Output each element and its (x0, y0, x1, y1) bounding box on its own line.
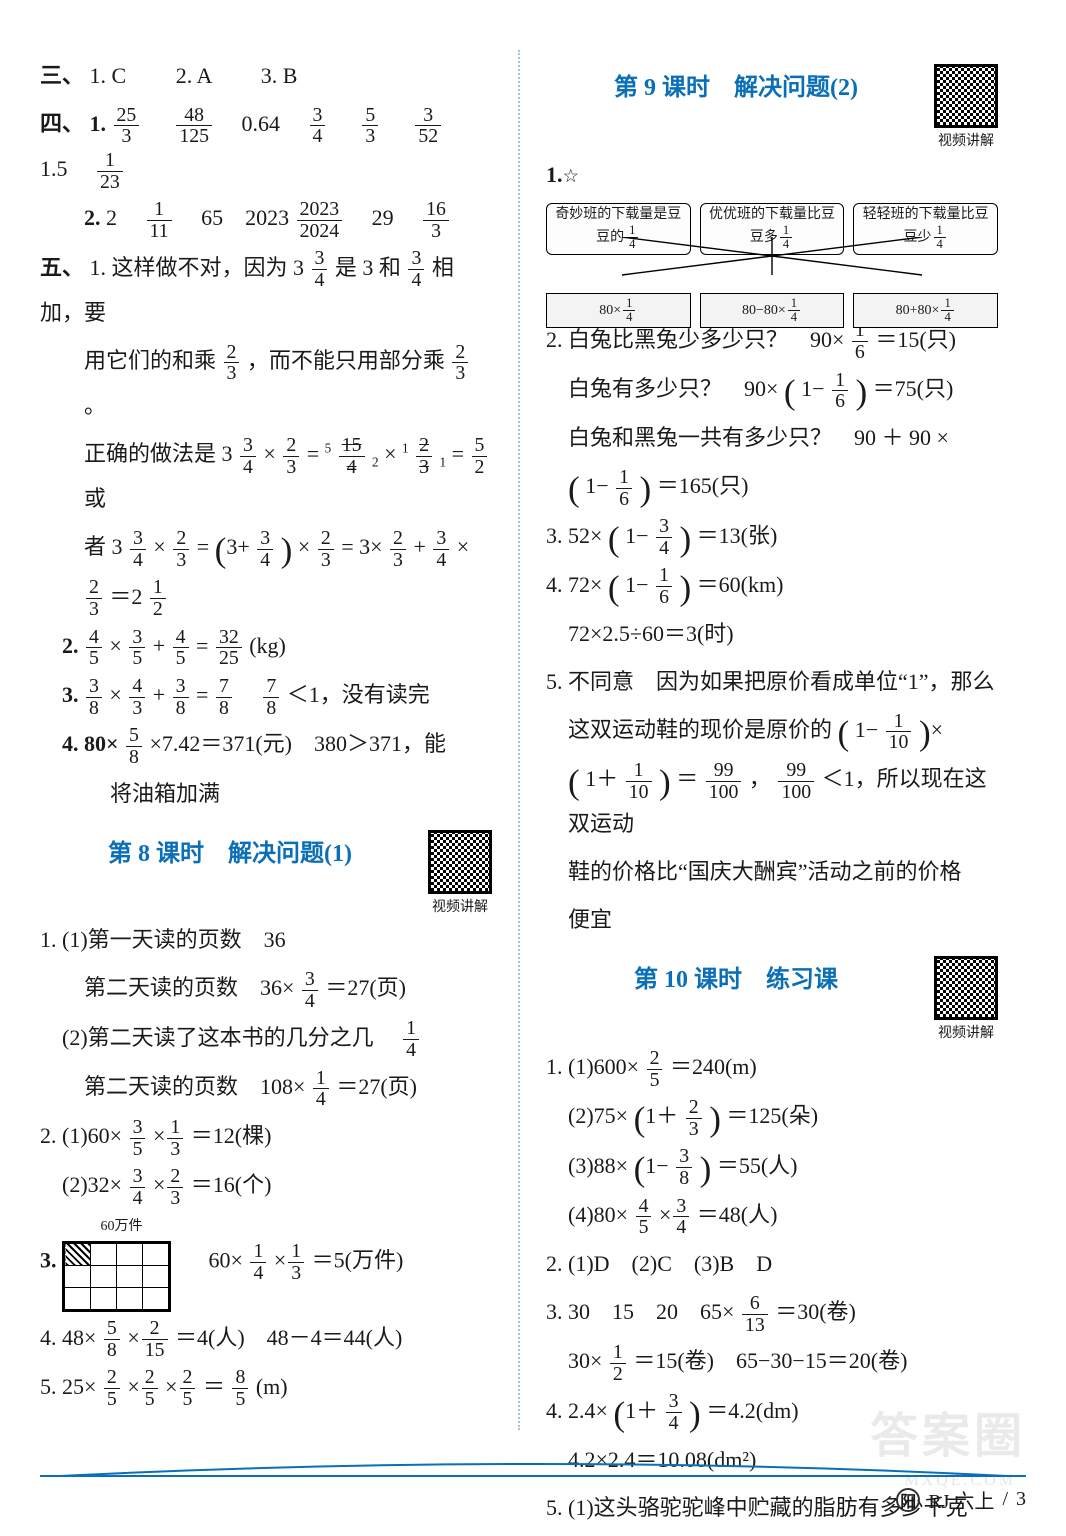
section-5-line3: 正确的做法是 3 34 × 23 = 5 154 2 × 1 23 1 = 52… (40, 432, 492, 521)
frac-16-3: 163 (421, 199, 451, 242)
lesson10-title: 第 10 课时 练习课 (546, 956, 998, 1004)
l10-q3a: 3. 30 15 20 65× 613 ＝30(卷) (546, 1290, 998, 1335)
right-column: 视频讲解 第 9 课时 解决问题(2) 1.☆ 奇妙班的下载量是豆豆的14 80… (528, 50, 998, 1430)
l9-q4a: 4. 72× ( 1− 16 ) ＝60(km) (546, 563, 998, 608)
lesson8-header: 视频讲解 第 8 课时 解决问题(1) (40, 830, 492, 915)
l10-q3b: 30× 12 ＝15(卷) 65−30−15＝20(卷) (546, 1339, 998, 1384)
label-san: 三、 (40, 63, 84, 88)
footer-circle: 阳 (896, 1488, 920, 1512)
label-wu: 五、 (40, 255, 84, 280)
l8-q1c: (2)第二天读了这本书的几分之几 14 (40, 1016, 492, 1061)
ans-3-3: 3. B (261, 63, 298, 88)
label-si: 四、 (40, 111, 84, 136)
frac-1-23: 123 (95, 150, 125, 193)
l9-q2b: 白兔有多少只？ 90× ( 1− 16 ) ＝75(只) (546, 367, 998, 412)
frac-25-3: 253 (112, 105, 142, 148)
wu-q2: 2. 45 × 35 + 45 = 3225 (kg) (40, 624, 492, 669)
qr-lesson8[interactable]: 视频讲解 (428, 830, 492, 915)
footer-page: 3 (1016, 1488, 1026, 1511)
wu-q3: 3. 38 × 43 + 38 = 78 78 ＜1，没有读完 (40, 673, 492, 718)
grid-diagram (62, 1241, 171, 1312)
l10-q1d: (4)80× 45 ×34 ＝48(人) (546, 1193, 998, 1238)
lesson10-header: 视频讲解 第 10 课时 练习课 (546, 956, 998, 1041)
section-5-line2: 用它们的和乘 23 ，而不能只用部分乘 23 。 (40, 339, 492, 428)
l10-q1c: (3)88× (1− 38 ) ＝55(人) (546, 1144, 998, 1189)
l8-q1b: 第二天读的页数 36× 34 ＝27(页) (40, 966, 492, 1011)
si-r2-lead: 2. (84, 205, 101, 230)
grid-wrap: 60万件 (62, 1213, 181, 1312)
qr-label: 视频讲解 (934, 1024, 998, 1041)
section-4-row2: 2. 2 111 65 2023 20232024 29 163 (40, 196, 492, 241)
l9-q1: 1.☆ 奇妙班的下载量是豆豆的14 80×14 优优班的下载量比豆豆多14 80… (546, 153, 998, 308)
l8-q2a: 2. (1)60× 35 ×13 ＝12(棵) (40, 1114, 492, 1159)
l9-q4b: 72×2.5÷60＝3(时) (546, 612, 998, 656)
l9-q2c: 白兔和黑兔一共有多少只？ 90 ＋ 90 × (546, 416, 998, 460)
l8-q2b: (2)32× 34 ×23 ＝16(个) (40, 1163, 492, 1208)
frac-3-4: 34 (308, 105, 328, 148)
wu-q4b: 将油箱加满 (40, 772, 492, 816)
l9-q3: 3. 52× ( 1− 34 ) ＝13(张) (546, 514, 998, 559)
l9-q5b: 这双运动鞋的现价是原价的 ( 1− 110 )× (546, 708, 998, 753)
left-column: 三、 1. C 2. A 3. B 四、 1. 253 48125 0.64 3… (40, 50, 510, 1430)
wu-q4a: 4. 80× 58 ×7.42＝371(元) 380＞371，能 (40, 722, 492, 767)
l9-q5e: 便宜 (546, 898, 998, 942)
frac-2023-2024: 20232024 (295, 199, 345, 242)
page: 三、 1. C 2. A 3. B 四、 1. 253 48125 0.64 3… (0, 0, 1066, 1536)
l9-q2d: ( 1− 16 ) ＝165(只) (546, 464, 998, 509)
l8-q1d: 第二天读的页数 108× 14 ＝27(页) (40, 1065, 492, 1110)
l9-q5c: ( 1＋ 110 ) ＝ 99100 ， 99100 ＜1，所以现在这双运动 (546, 757, 998, 846)
si-r1-lead: 1. (90, 111, 107, 136)
l8-q1a: 1. (1)第一天读的页数 36 (40, 918, 492, 962)
frac-3-52: 352 (413, 105, 443, 148)
ans-3-1: 1. C (90, 63, 127, 88)
section-5-line1: 五、 1. 这样做不对，因为 3 34 是 3 和 34 相加，要 (40, 246, 492, 335)
column-divider (518, 50, 520, 1430)
qr-icon (934, 64, 998, 128)
section-5-line5: 23 ＝2 12 (40, 575, 492, 620)
l9-q5d: 鞋的价格比“国庆大酬宾”活动之前的价格 (546, 850, 998, 894)
l9-q5a: 5. 不同意 因为如果把原价看成单位“1”，那么 (546, 660, 998, 704)
frac-5-3: 53 (360, 105, 380, 148)
two-column-layout: 三、 1. C 2. A 3. B 四、 1. 253 48125 0.64 3… (40, 50, 1026, 1430)
l8-q4: 4. 48× 58 ×215 ＝4(人) 48－4＝44(人) (40, 1316, 492, 1361)
l8-q3: 3. 60万件 60× 14 ×13 ＝5(万件) (40, 1213, 492, 1312)
l9-diagram: 奇妙班的下载量是豆豆的14 80×14 优优班的下载量比豆豆多14 80−80×… (546, 203, 998, 308)
l8-q5: 5. 25× 25 ×25 ×25 ＝ 85 (m) (40, 1365, 492, 1410)
footer: 阳 RJ 六上 / 3 (40, 1475, 1026, 1514)
l10-q1a: 1. (1)600× 25 ＝240(m) (546, 1045, 998, 1090)
qr-icon (428, 830, 492, 894)
qr-icon (934, 956, 998, 1020)
l10-q4a: 4. 2.4× (1＋ 34 ) ＝4.2(dm) (546, 1389, 998, 1434)
footer-code: RJ 六上 (928, 1485, 994, 1514)
footer-right: 阳 RJ 六上 / 3 (896, 1485, 1026, 1514)
section-4-row1: 四、 1. 253 48125 0.64 34 53 352 1.5 123 (40, 102, 492, 192)
qr-label: 视频讲解 (934, 132, 998, 149)
grid-label: 60万件 (62, 1213, 181, 1241)
qr-lesson10[interactable]: 视频讲解 (934, 956, 998, 1041)
ans-3-2: 2. A (176, 63, 211, 88)
l10-q1b: (2)75× (1＋ 23 ) ＝125(朵) (546, 1094, 998, 1139)
frac-48-125: 48125 (174, 105, 214, 148)
section-5-line4: 者 3 34 × 23 = (3+ 34 ) × 23 = 3× 23 + 34… (40, 525, 492, 570)
lesson9-title: 第 9 课时 解决问题(2) (546, 64, 998, 112)
qr-lesson9[interactable]: 视频讲解 (934, 64, 998, 149)
footer-swoosh-icon (40, 1463, 1026, 1477)
lesson9-header: 视频讲解 第 9 课时 解决问题(2) (546, 64, 998, 149)
qr-label: 视频讲解 (428, 898, 492, 915)
section-3-answers: 三、 1. C 2. A 3. B (40, 54, 492, 98)
frac-1-11: 111 (145, 199, 174, 242)
lesson8-title: 第 8 课时 解决问题(1) (40, 830, 492, 878)
l10-q2: 2. (1)D (2)C (3)B D (546, 1242, 998, 1286)
